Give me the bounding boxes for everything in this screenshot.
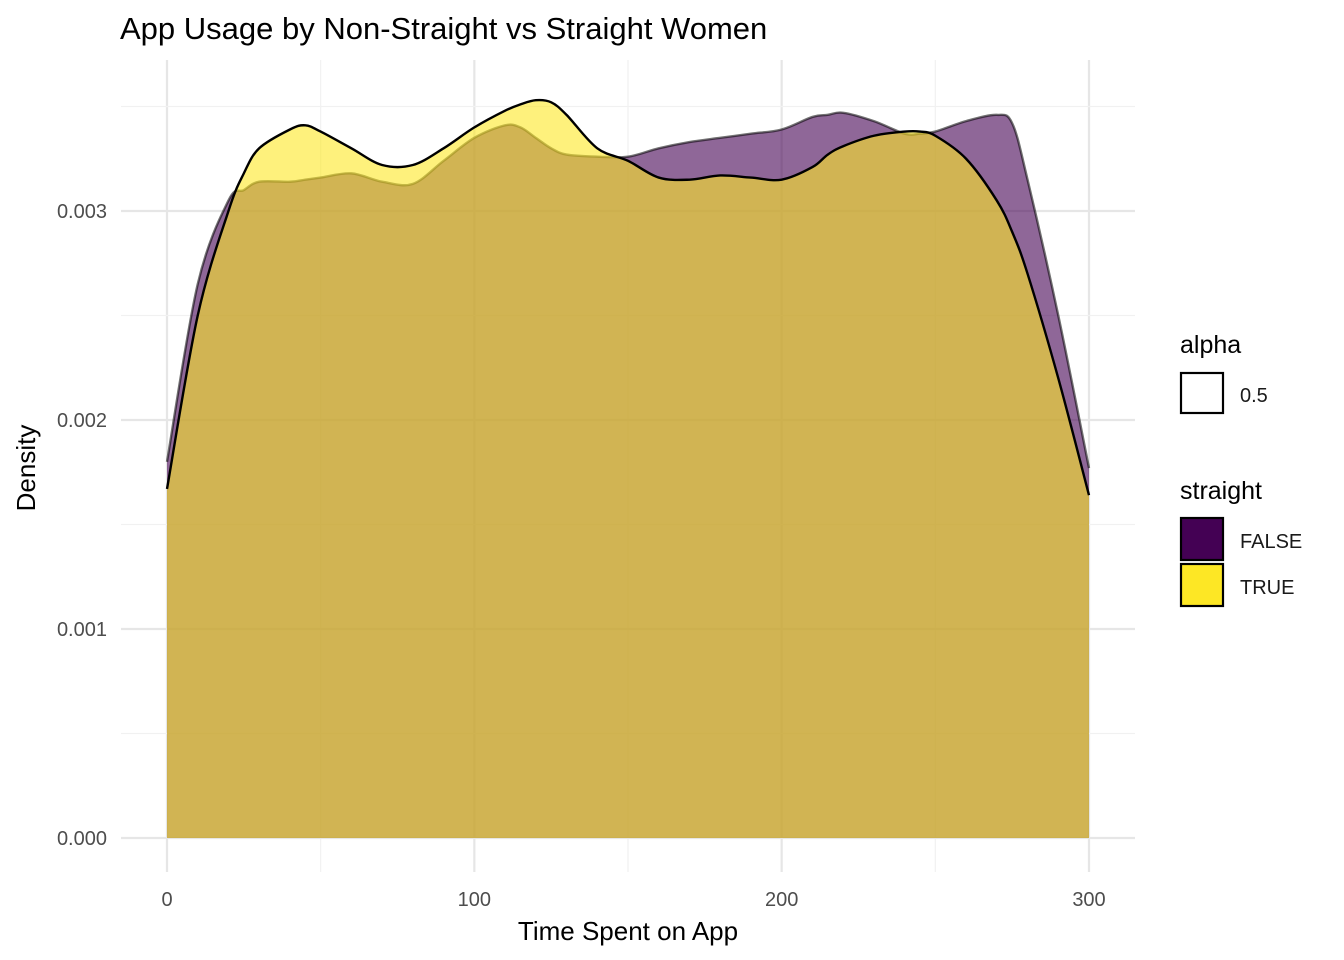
y-axis-ticks: 0.000 0.001 0.002 0.003: [57, 201, 107, 850]
density-areas: [165, 98, 1091, 839]
legend-straight-title: straight: [1180, 477, 1262, 505]
legend-alpha-label: 0.5: [1240, 385, 1268, 407]
legend-false-key: [1179, 516, 1225, 562]
y-tick-label: 0.002: [57, 410, 107, 432]
x-axis-label: Time Spent on App: [518, 916, 738, 946]
legend-alpha-title: alpha: [1180, 331, 1241, 359]
x-tick-label: 100: [458, 889, 491, 911]
legend-false-label: FALSE: [1240, 531, 1302, 553]
legend-straight: straight FALSE TRUE: [1179, 477, 1302, 608]
x-axis-ticks: 0 100 200 300: [161, 889, 1105, 911]
y-tick-label: 0.001: [57, 619, 107, 641]
legend-alpha-key: [1179, 371, 1225, 415]
y-tick-label: 0.003: [57, 201, 107, 223]
x-tick-label: 300: [1072, 889, 1105, 911]
y-tick-label: 0.000: [57, 828, 107, 850]
density-area-true: [167, 100, 1089, 839]
legend-alpha: alpha 0.5: [1179, 331, 1268, 415]
density-line-true: [165, 98, 1091, 496]
legend-true-label: TRUE: [1240, 577, 1294, 599]
y-axis-label: Density: [11, 425, 41, 512]
x-tick-label: 0: [161, 889, 172, 911]
x-tick-label: 200: [765, 889, 798, 911]
chart-title: App Usage by Non-Straight vs Straight Wo…: [120, 11, 767, 46]
legend-true-key: [1179, 562, 1225, 608]
